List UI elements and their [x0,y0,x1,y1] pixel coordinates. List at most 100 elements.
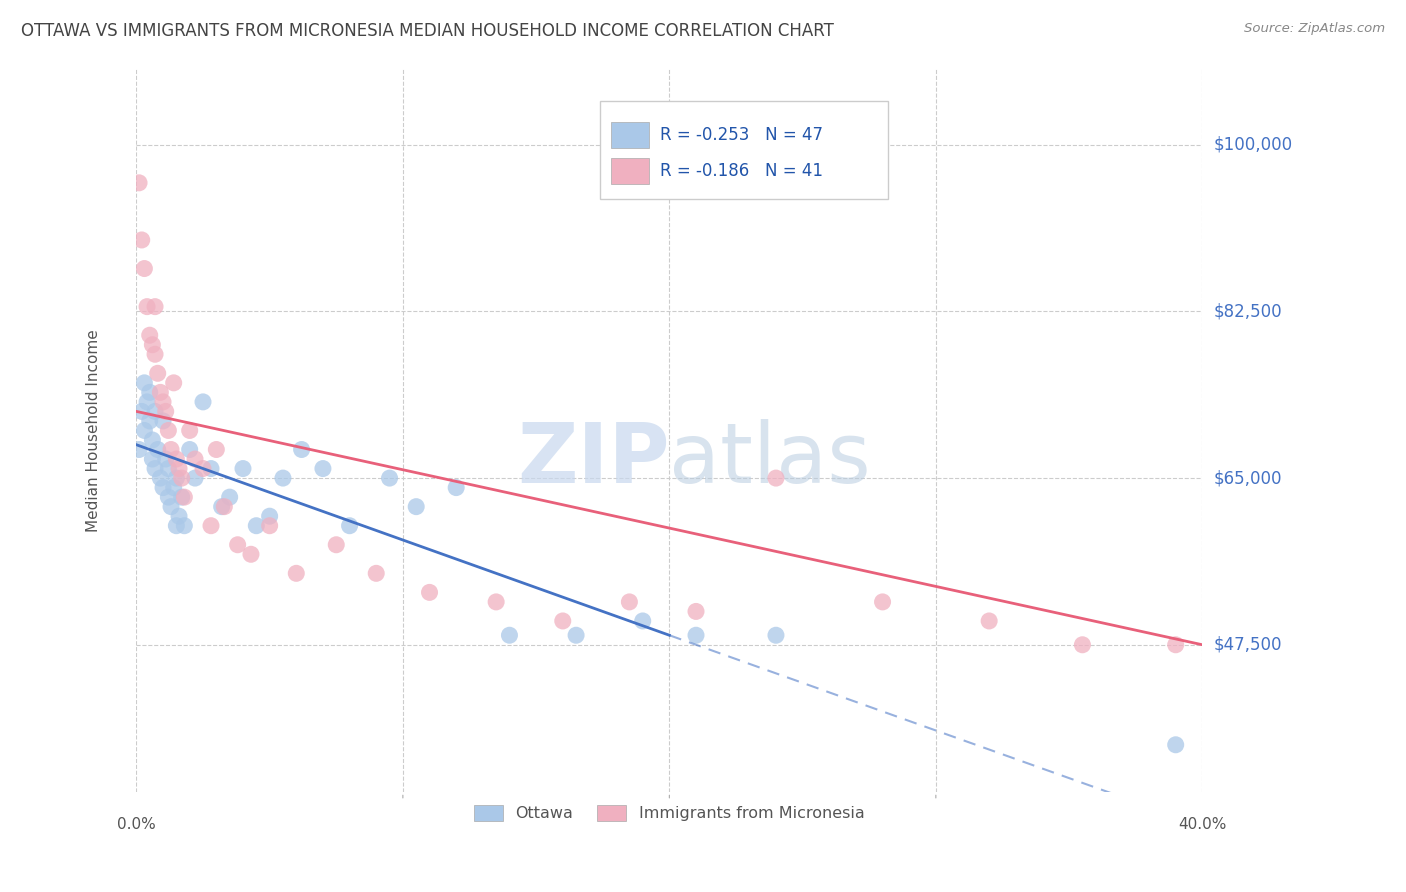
Point [149,385,172,400]
FancyBboxPatch shape [600,101,887,199]
Point [232,461,254,475]
Point [134,376,156,390]
Point [1164,738,1187,752]
Point [152,395,174,409]
Point [325,538,347,552]
Point [339,518,361,533]
Point [173,518,195,533]
Point [1071,638,1094,652]
Point [200,461,222,475]
Text: Median Household Income: Median Household Income [86,329,101,532]
Point [138,414,160,428]
Point [138,328,160,343]
Point [191,395,214,409]
Point [152,481,174,495]
Point [138,385,160,400]
Point [146,442,169,457]
Point [418,585,440,599]
Point [179,424,201,438]
Point [498,628,520,642]
Text: 0.0%: 0.0% [117,817,156,832]
Point [157,424,180,438]
Point [134,261,156,276]
Text: $100,000: $100,000 [1213,136,1292,153]
Point [143,461,166,475]
Text: $47,500: $47,500 [1213,636,1282,654]
Point [259,518,281,533]
Point [218,490,240,504]
Point [685,628,707,642]
Point [184,471,207,485]
Point [378,471,401,485]
Point [619,595,641,609]
Text: R = -0.186   N = 41: R = -0.186 N = 41 [659,162,823,180]
Point [312,461,335,475]
Point [214,500,236,514]
Point [179,442,201,457]
Point [240,547,263,561]
Text: $65,000: $65,000 [1213,469,1282,487]
Point [155,452,177,467]
Point [1164,638,1187,652]
Point [170,471,193,485]
Point [160,442,183,457]
Point [979,614,1001,628]
Legend: Ottawa, Immigrants from Micronesia: Ottawa, Immigrants from Micronesia [468,798,872,828]
Text: $82,500: $82,500 [1213,302,1282,320]
Point [200,518,222,533]
Point [143,300,166,314]
Point [872,595,894,609]
Point [157,461,180,475]
Point [205,442,228,457]
Point [141,433,163,447]
Point [366,566,388,581]
Point [131,404,153,418]
Point [157,490,180,504]
Point [160,500,183,514]
Point [165,518,187,533]
Point [551,614,574,628]
Text: ZIP: ZIP [517,419,669,500]
FancyBboxPatch shape [610,122,650,148]
Point [165,471,187,485]
Text: atlas: atlas [669,419,872,500]
Point [146,367,169,381]
Point [136,300,159,314]
Point [134,424,156,438]
Point [152,414,174,428]
Point [565,628,588,642]
Point [291,442,314,457]
Point [765,628,787,642]
Point [155,404,177,418]
Point [128,176,150,190]
Point [285,566,308,581]
Point [143,347,166,361]
Point [405,500,427,514]
Point [191,461,214,475]
Point [149,471,172,485]
Point [141,337,163,351]
Point [163,376,186,390]
Point [173,490,195,504]
Point [211,500,233,514]
Text: R = -0.253   N = 47: R = -0.253 N = 47 [659,127,823,145]
Text: OTTAWA VS IMMIGRANTS FROM MICRONESIA MEDIAN HOUSEHOLD INCOME CORRELATION CHART: OTTAWA VS IMMIGRANTS FROM MICRONESIA MED… [21,22,834,40]
Point [167,509,190,524]
Point [226,538,249,552]
FancyBboxPatch shape [610,159,650,185]
Text: Source: ZipAtlas.com: Source: ZipAtlas.com [1244,22,1385,36]
Point [167,461,190,475]
Point [685,604,707,618]
Point [165,452,187,467]
Point [444,481,467,495]
Point [631,614,654,628]
Point [170,490,193,504]
Point [765,471,787,485]
Point [245,518,267,533]
Point [143,404,166,418]
Point [136,395,159,409]
Point [485,595,508,609]
Point [131,233,153,247]
Text: 40.0%: 40.0% [1178,817,1226,832]
Point [184,452,207,467]
